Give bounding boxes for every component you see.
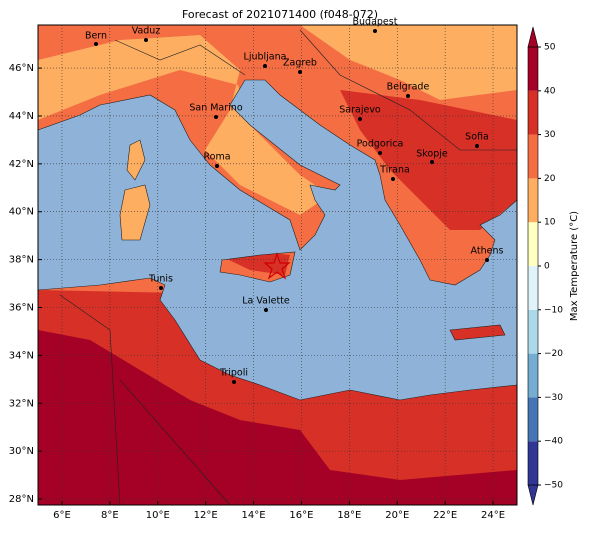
coastline <box>37 79 518 401</box>
city-label: Athens <box>471 246 504 257</box>
city-label: Tirana <box>379 165 410 176</box>
y-tick-label: 38°N <box>9 255 34 266</box>
city: La Valette <box>242 296 290 312</box>
cities: Bern Vaduz Budapest Ljubljana Zagreb Bel… <box>85 17 504 384</box>
x-tick-label: 10°E <box>146 510 170 521</box>
map <box>37 25 518 506</box>
colorbar-segment <box>528 222 538 266</box>
colorbar-segment <box>528 397 538 442</box>
city-label: Bern <box>85 31 107 42</box>
city: Skopje <box>416 149 448 164</box>
city-label: Ljubljana <box>244 52 287 63</box>
city: Zagreb <box>283 58 317 74</box>
city: Vaduz <box>132 26 161 42</box>
city: San Marino <box>189 103 243 119</box>
y-tick-label: 28°N <box>9 494 34 505</box>
map-frame <box>37 24 518 506</box>
x-tick-label: 24°E <box>481 510 505 521</box>
colorbar-under <box>527 484 539 506</box>
y-tick-label: 44°N <box>9 111 34 122</box>
colorbar-tick-label: −30 <box>544 393 563 403</box>
city-label: Belgrade <box>387 82 430 93</box>
map-title: Forecast of 2021071400 (f048-072) <box>182 8 378 21</box>
y-tick-label: 32°N <box>9 398 34 409</box>
city: Budapest <box>353 17 398 33</box>
x-tick-label: 18°E <box>337 510 361 521</box>
city-label: Sarajevo <box>339 105 381 116</box>
star-marker <box>263 252 291 280</box>
city: Bern <box>85 31 107 46</box>
city: Podgorica <box>357 139 404 155</box>
city: Ljubljana <box>244 52 287 68</box>
y-tick-label: 34°N <box>9 350 34 361</box>
colorbar-segment <box>528 178 538 223</box>
x-tick-label: 14°E <box>242 510 266 521</box>
city-label: Podgorica <box>357 139 404 150</box>
colorbar-tick-label: 50 <box>544 43 556 53</box>
colorbar-segment <box>528 47 538 91</box>
colorbar-segment <box>528 353 538 398</box>
city: Tunis <box>148 274 173 290</box>
city-label: Vaduz <box>132 26 161 37</box>
y-tick-label: 42°N <box>9 159 34 170</box>
colorbar-tick-label: 10 <box>544 218 556 228</box>
x-tick-label: 8°E <box>101 510 119 521</box>
x-tick-label: 20°E <box>385 510 409 521</box>
colorbar-segment <box>528 90 538 135</box>
y-tick-label: 40°N <box>9 207 34 218</box>
city: Roma <box>203 152 231 168</box>
city-label: San Marino <box>189 103 242 114</box>
x-tick-label: 22°E <box>433 510 457 521</box>
y-tick-label: 36°N <box>9 302 34 313</box>
y-tick-label: 30°N <box>9 446 34 457</box>
city-label: Budapest <box>353 17 398 28</box>
x-tick-label: 12°E <box>194 510 218 521</box>
city-label: Zagreb <box>283 58 317 69</box>
city: Tirana <box>379 165 410 181</box>
borders <box>59 29 517 506</box>
colorbar-label: Max Temperature (°C) <box>569 211 580 321</box>
city-label: Roma <box>203 152 230 163</box>
colorbar-tick-label: −50 <box>544 481 563 491</box>
colorbar-tick-label: 40 <box>544 86 556 96</box>
x-tick-label: 16°E <box>289 510 313 521</box>
city: Tripoli <box>219 368 248 384</box>
colorbar-tick-label: −40 <box>544 437 563 447</box>
colorbar-segment <box>528 134 538 179</box>
city: Sofia <box>465 132 489 148</box>
city-label: Skopje <box>416 149 448 160</box>
colorbar-tick-label: −20 <box>544 349 563 359</box>
colorbar-tick-label: 30 <box>544 130 556 140</box>
colorbar-segment <box>528 441 538 485</box>
city: Belgrade <box>387 82 430 98</box>
y-tick-label: 46°N <box>9 63 34 74</box>
city-label: La Valette <box>242 296 290 307</box>
city-label: Sofia <box>465 132 489 143</box>
colorbar-tick-label: 0 <box>544 262 550 272</box>
city-label: Tripoli <box>219 368 248 379</box>
city: Sarajevo <box>339 105 381 121</box>
colorbar-segment <box>528 309 538 354</box>
city: Athens <box>471 246 504 262</box>
colorbar-tick-label: −10 <box>544 305 563 315</box>
colorbar-over <box>527 26 539 48</box>
x-tick-label: 6°E <box>53 510 71 521</box>
colorbar-segment <box>528 266 538 310</box>
colorbar-tick-label: 20 <box>544 174 556 184</box>
city-label: Tunis <box>148 274 173 285</box>
